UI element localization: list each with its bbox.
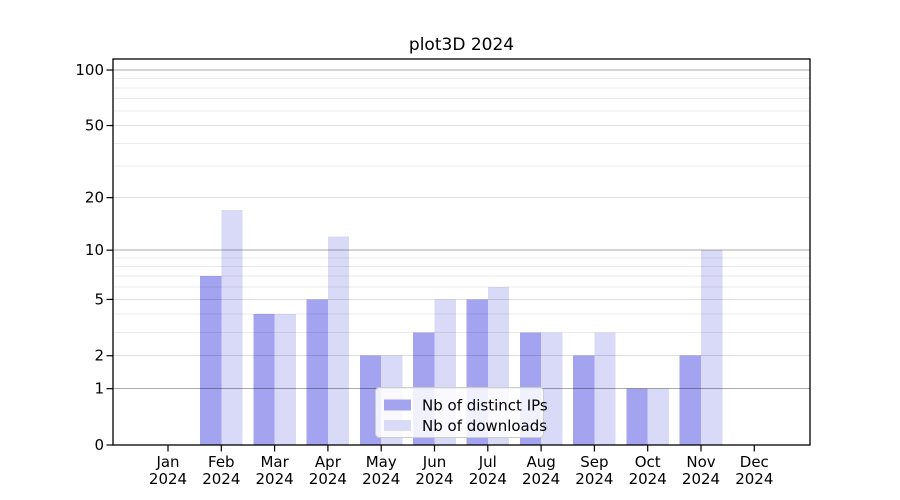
legend-swatch-distinct-ips <box>384 399 411 411</box>
bar <box>701 250 723 445</box>
x-tick-label-year: 2024 <box>415 470 453 488</box>
x-tick-label: Jan <box>155 453 179 471</box>
x-tick-label-year: 2024 <box>522 470 560 488</box>
x-tick-label-year: 2024 <box>362 470 400 488</box>
x-tick-label: Apr <box>315 453 342 471</box>
bar <box>327 236 350 445</box>
x-tick-label-year: 2024 <box>682 470 720 488</box>
bar <box>306 299 328 445</box>
x-tick-label: Feb <box>208 453 235 471</box>
plot-frame <box>112 58 811 446</box>
x-tick-label: Aug <box>526 453 555 471</box>
x-tick-label: Dec <box>740 453 769 471</box>
x-tick-label: Nov <box>686 453 715 471</box>
x-tick-label: Mar <box>260 453 289 471</box>
x-tick-label-year: 2024 <box>256 470 294 488</box>
bar <box>573 355 595 445</box>
legend-label-downloads: Nb of downloads <box>422 417 547 435</box>
y-tick-label: 20 <box>85 189 104 207</box>
x-tick-label-year: 2024 <box>629 470 667 488</box>
x-tick-label-year: 2024 <box>735 470 773 488</box>
y-tick-label: 0 <box>94 436 104 454</box>
bar <box>221 210 243 445</box>
y-tick-label: 1 <box>94 380 104 398</box>
y-tick-label: 100 <box>75 61 104 79</box>
axes-ticks-layer: 0125102050100Jan2024Feb2024Mar2024Apr202… <box>75 61 773 488</box>
y-tick-label: 5 <box>94 290 104 308</box>
grid-layer <box>113 69 810 390</box>
bar <box>647 388 669 445</box>
bar <box>626 388 648 445</box>
x-tick-label: May <box>366 453 397 471</box>
legend: Nb of distinct IPs Nb of downloads <box>375 387 548 438</box>
bar <box>594 332 616 445</box>
x-tick-label: Jul <box>478 453 497 471</box>
chart-title: plot3D 2024 <box>409 35 514 55</box>
x-tick-label-year: 2024 <box>202 470 240 488</box>
bar <box>253 314 275 445</box>
bar <box>541 332 563 445</box>
x-tick-label: Sep <box>580 453 608 471</box>
x-tick-label-year: 2024 <box>575 470 613 488</box>
x-tick-label: Oct <box>635 453 661 471</box>
x-tick-label-year: 2024 <box>149 470 187 488</box>
bar <box>274 314 296 445</box>
y-tick-label: 50 <box>85 117 104 135</box>
y-tick-label: 10 <box>85 241 104 259</box>
legend-label-distinct-ips: Nb of distinct IPs <box>422 397 548 415</box>
legend-swatch-downloads <box>384 420 411 431</box>
legend-box <box>375 387 544 438</box>
x-tick-label: Jun <box>422 453 446 471</box>
bar <box>679 355 701 445</box>
x-tick-label-year: 2024 <box>469 470 507 488</box>
y-tick-label: 2 <box>94 347 104 365</box>
bar <box>200 276 222 445</box>
x-tick-label-year: 2024 <box>309 470 347 488</box>
